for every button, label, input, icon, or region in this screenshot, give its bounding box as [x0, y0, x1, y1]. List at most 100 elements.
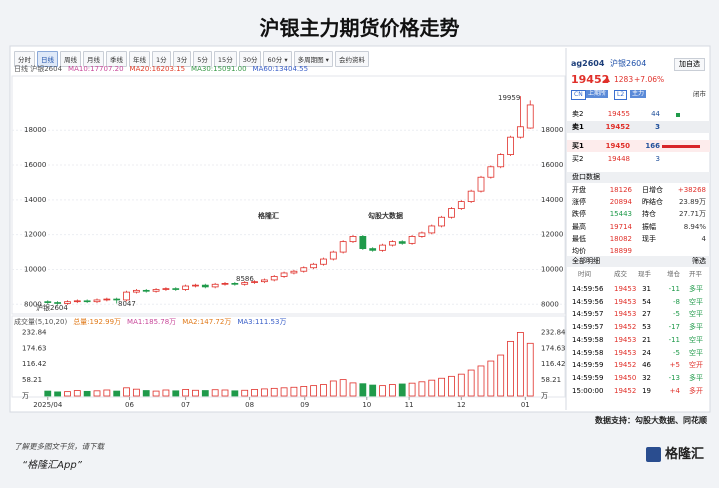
- volume-bar: [64, 391, 71, 397]
- side-text: -11: [668, 335, 680, 344]
- add-watch-button[interactable]: 加自选: [674, 58, 705, 71]
- legend-item: MA3:111.53万: [237, 318, 287, 326]
- volume-bar: [162, 389, 170, 397]
- candle-body: [507, 136, 514, 155]
- side-text: 32: [642, 373, 651, 382]
- toolbar: 分时 日线 周线 月线 季线 年线 1分 3分 5分 15分 30分 60分 ▾ 多周期图 ▾ 会约资料: [14, 51, 369, 67]
- volume-bar: [290, 386, 298, 397]
- toolbar-button[interactable]: 年线: [129, 51, 150, 67]
- volume-bar: [201, 390, 209, 397]
- x-tick-label: 11: [405, 401, 414, 409]
- candle-body: [142, 289, 150, 292]
- volume-bar: [182, 389, 190, 397]
- candle-body: [260, 279, 268, 283]
- candle-body: [73, 300, 81, 303]
- candle-body: [221, 283, 229, 285]
- side-text: 空平: [689, 310, 703, 319]
- volume-bar: [320, 384, 327, 397]
- y-tick-label: 174.63: [541, 344, 566, 352]
- candle-body: [290, 270, 298, 274]
- volume-bar: [516, 332, 524, 397]
- candle-body: [172, 288, 180, 290]
- side-text: 19452: [614, 386, 637, 395]
- candle-body: [526, 104, 534, 129]
- toolbar-button[interactable]: 季线: [106, 51, 127, 67]
- page-title: 沪银主力期货价格走势: [259, 16, 460, 40]
- side-text: 盘口数据: [572, 173, 600, 181]
- volume-bar: [73, 390, 81, 397]
- toolbar-button[interactable]: 周线: [60, 51, 81, 67]
- candle-body: [211, 283, 219, 288]
- candle-body: [93, 299, 101, 303]
- toolbar-button[interactable]: 1分: [152, 51, 171, 67]
- side-text: 最低: [572, 234, 586, 243]
- side-text: 空平: [689, 335, 703, 344]
- volume-bar: [172, 390, 180, 397]
- legend-item: MA1:185.78万: [127, 318, 177, 326]
- ma-legend: 日线 沪银2604 MA10:17707.20 MA20:16203.15 MA30:…: [14, 66, 308, 73]
- side-text: 19453: [614, 335, 637, 344]
- volume-bar: [408, 382, 416, 397]
- candle-body: [477, 176, 485, 192]
- toolbar-button[interactable]: 月线: [83, 51, 104, 67]
- candle-body: [64, 301, 71, 304]
- volume-bar: [467, 369, 475, 397]
- side-text: 19453: [614, 285, 637, 293]
- app-name: “格隆汇App”: [22, 460, 82, 471]
- side-text: L2: [614, 90, 628, 100]
- y-tick-label: 116.42: [541, 360, 566, 368]
- toolbar-button[interactable]: 分时: [14, 51, 35, 67]
- side-text: 19448: [607, 155, 630, 163]
- side-text: 166: [645, 142, 660, 150]
- side-text: 开盘: [572, 186, 586, 194]
- side-text: 空平: [689, 297, 703, 306]
- toolbar-button[interactable]: 5分: [193, 51, 212, 67]
- toolbar-button[interactable]: 60分 ▾: [263, 51, 292, 67]
- toolbar-button[interactable]: 3分: [172, 51, 192, 67]
- volume-bar: [231, 390, 239, 397]
- volume-legend: 成交量(5,10,20) 总量:192.99万 MA1:185.78万 MA2:147…: [14, 319, 286, 326]
- side-text: 增仓: [667, 270, 680, 278]
- candle-body: [349, 236, 357, 243]
- side-text: 3: [655, 155, 660, 163]
- legend-item: MA10:17707.20: [68, 65, 124, 73]
- volume-bar: [192, 389, 199, 397]
- side-text: 成交: [614, 270, 627, 278]
- side-text: -11: [668, 285, 680, 293]
- x-tick-label: 08: [245, 401, 254, 409]
- y-tick-label: 8000: [541, 300, 559, 308]
- side-text: 19452: [614, 361, 637, 370]
- toolbar-button[interactable]: 多周期图 ▾: [293, 51, 333, 67]
- volume-bar: [152, 390, 160, 397]
- toolbar-button[interactable]: 15分: [213, 51, 237, 67]
- side-text: 46: [642, 361, 651, 370]
- toolbar-button[interactable]: 日线: [37, 51, 58, 67]
- side-text: 21: [642, 335, 651, 344]
- volume-bar: [241, 389, 249, 397]
- candle-body: [103, 298, 111, 301]
- y-tick-label: 14000: [541, 196, 563, 204]
- annotation: 8586: [236, 275, 254, 283]
- volume-bar: [349, 382, 357, 397]
- toolbar-button[interactable]: 30分: [238, 51, 262, 67]
- volume-bar: [379, 385, 386, 397]
- side-text: 卖2: [572, 110, 584, 118]
- side-text: 开平: [689, 270, 702, 278]
- candle-body: [516, 126, 524, 138]
- y-tick-label: 18000: [24, 126, 46, 134]
- side-text: CN: [571, 90, 586, 100]
- volume-bar: [211, 389, 219, 397]
- volume-bar: [388, 384, 396, 397]
- y-tick-label: 10000: [24, 265, 46, 273]
- volume-bar: [113, 390, 121, 397]
- side-text: 31: [642, 285, 651, 293]
- volume-bar: [477, 365, 485, 397]
- candle-body: [310, 263, 318, 269]
- side-text: 涨停: [572, 198, 586, 207]
- side-text: 筛选: [692, 257, 706, 265]
- side-text: -17: [668, 323, 680, 332]
- y-tick-label: 174.63: [22, 344, 47, 352]
- toolbar-button[interactable]: 会约资料: [334, 51, 369, 67]
- volume-bar: [280, 387, 288, 397]
- side-text: 卖1: [572, 123, 584, 131]
